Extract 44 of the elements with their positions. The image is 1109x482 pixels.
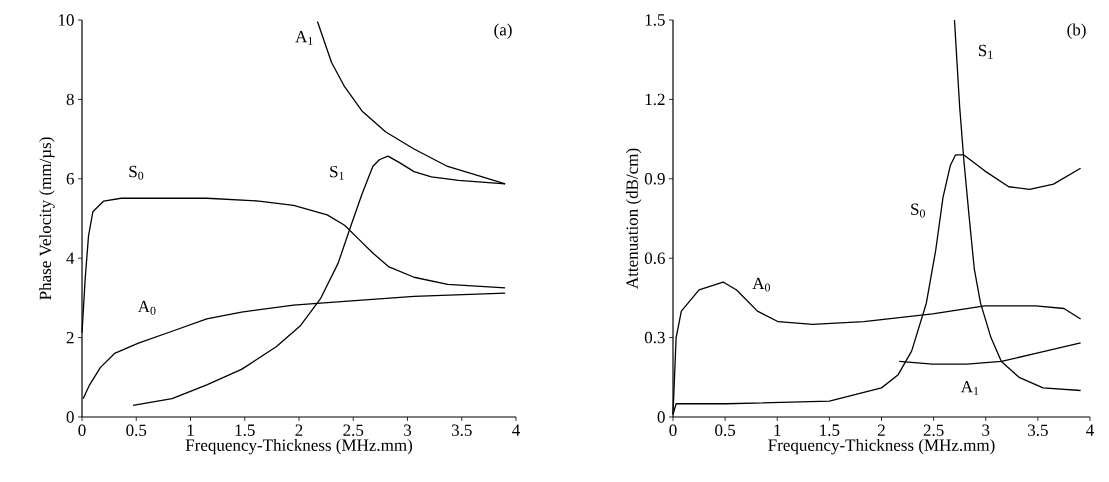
- x-tick-label: 4: [512, 424, 520, 436]
- annotation: (b): [1067, 23, 1086, 39]
- x-tick-label: 1.5: [235, 424, 255, 436]
- series-label: A$_{1}$: [960, 380, 979, 395]
- y-tick-label: 0.3: [644, 331, 665, 344]
- series-label: S$_{1}$: [330, 165, 344, 180]
- x-axis-title: Frequency-Thickness (MHz.mm): [185, 438, 413, 455]
- series-label: A$_{1}$: [295, 30, 313, 45]
- x-tick-label: 4: [1086, 424, 1094, 436]
- y-tick-label: 10: [58, 14, 74, 26]
- x-tick-label: 3: [982, 424, 990, 436]
- annotation: (a): [494, 23, 512, 39]
- x-tick-label: 1: [187, 424, 194, 436]
- y-tick-label: 0.9: [644, 173, 665, 185]
- y-tick-label: 6: [66, 173, 74, 185]
- y-tick-label: 8: [66, 93, 74, 106]
- x-tick-label: 3.5: [1028, 424, 1048, 437]
- x-tick-label: 2: [295, 424, 303, 436]
- y-axis-title: Attenuation (dB/cm): [625, 148, 642, 289]
- y-tick-label: 1.2: [645, 93, 665, 106]
- series-label: S$_{1}$: [978, 44, 993, 59]
- x-tick-label: 0.5: [126, 424, 147, 437]
- series-label: A$_{0}$: [137, 300, 156, 315]
- x-tick-label: 2.5: [923, 424, 944, 437]
- x-tick-label: 1: [774, 424, 781, 436]
- y-tick-label: 2: [66, 331, 74, 344]
- x-tick-label: 0: [669, 424, 677, 436]
- y-tick-label: 1.5: [645, 14, 665, 26]
- x-tick-label: 0.5: [715, 424, 736, 437]
- x-tick-label: 1.5: [820, 424, 840, 436]
- y-tick-label: 0: [66, 411, 74, 423]
- series-label: A$_{0}$: [752, 277, 771, 292]
- x-tick-label: 0: [78, 424, 86, 436]
- x-tick-label: 2.5: [343, 424, 364, 437]
- y-tick-label: 0: [657, 411, 665, 423]
- x-tick-label: 3: [404, 424, 412, 436]
- y-tick-label: 0.6: [644, 252, 665, 264]
- y-tick-label: 4: [66, 252, 75, 264]
- x-tick-label: 2: [878, 424, 885, 436]
- x-tick-label: 3.5: [451, 424, 472, 437]
- x-axis-title: Frequency-Thickness (MHz.mm): [768, 438, 995, 455]
- series-label: S$_{0}$: [911, 203, 925, 218]
- y-axis-title: Phase Velocity (mm/µs): [39, 137, 55, 300]
- series-label: S$_{0}$: [129, 165, 144, 180]
